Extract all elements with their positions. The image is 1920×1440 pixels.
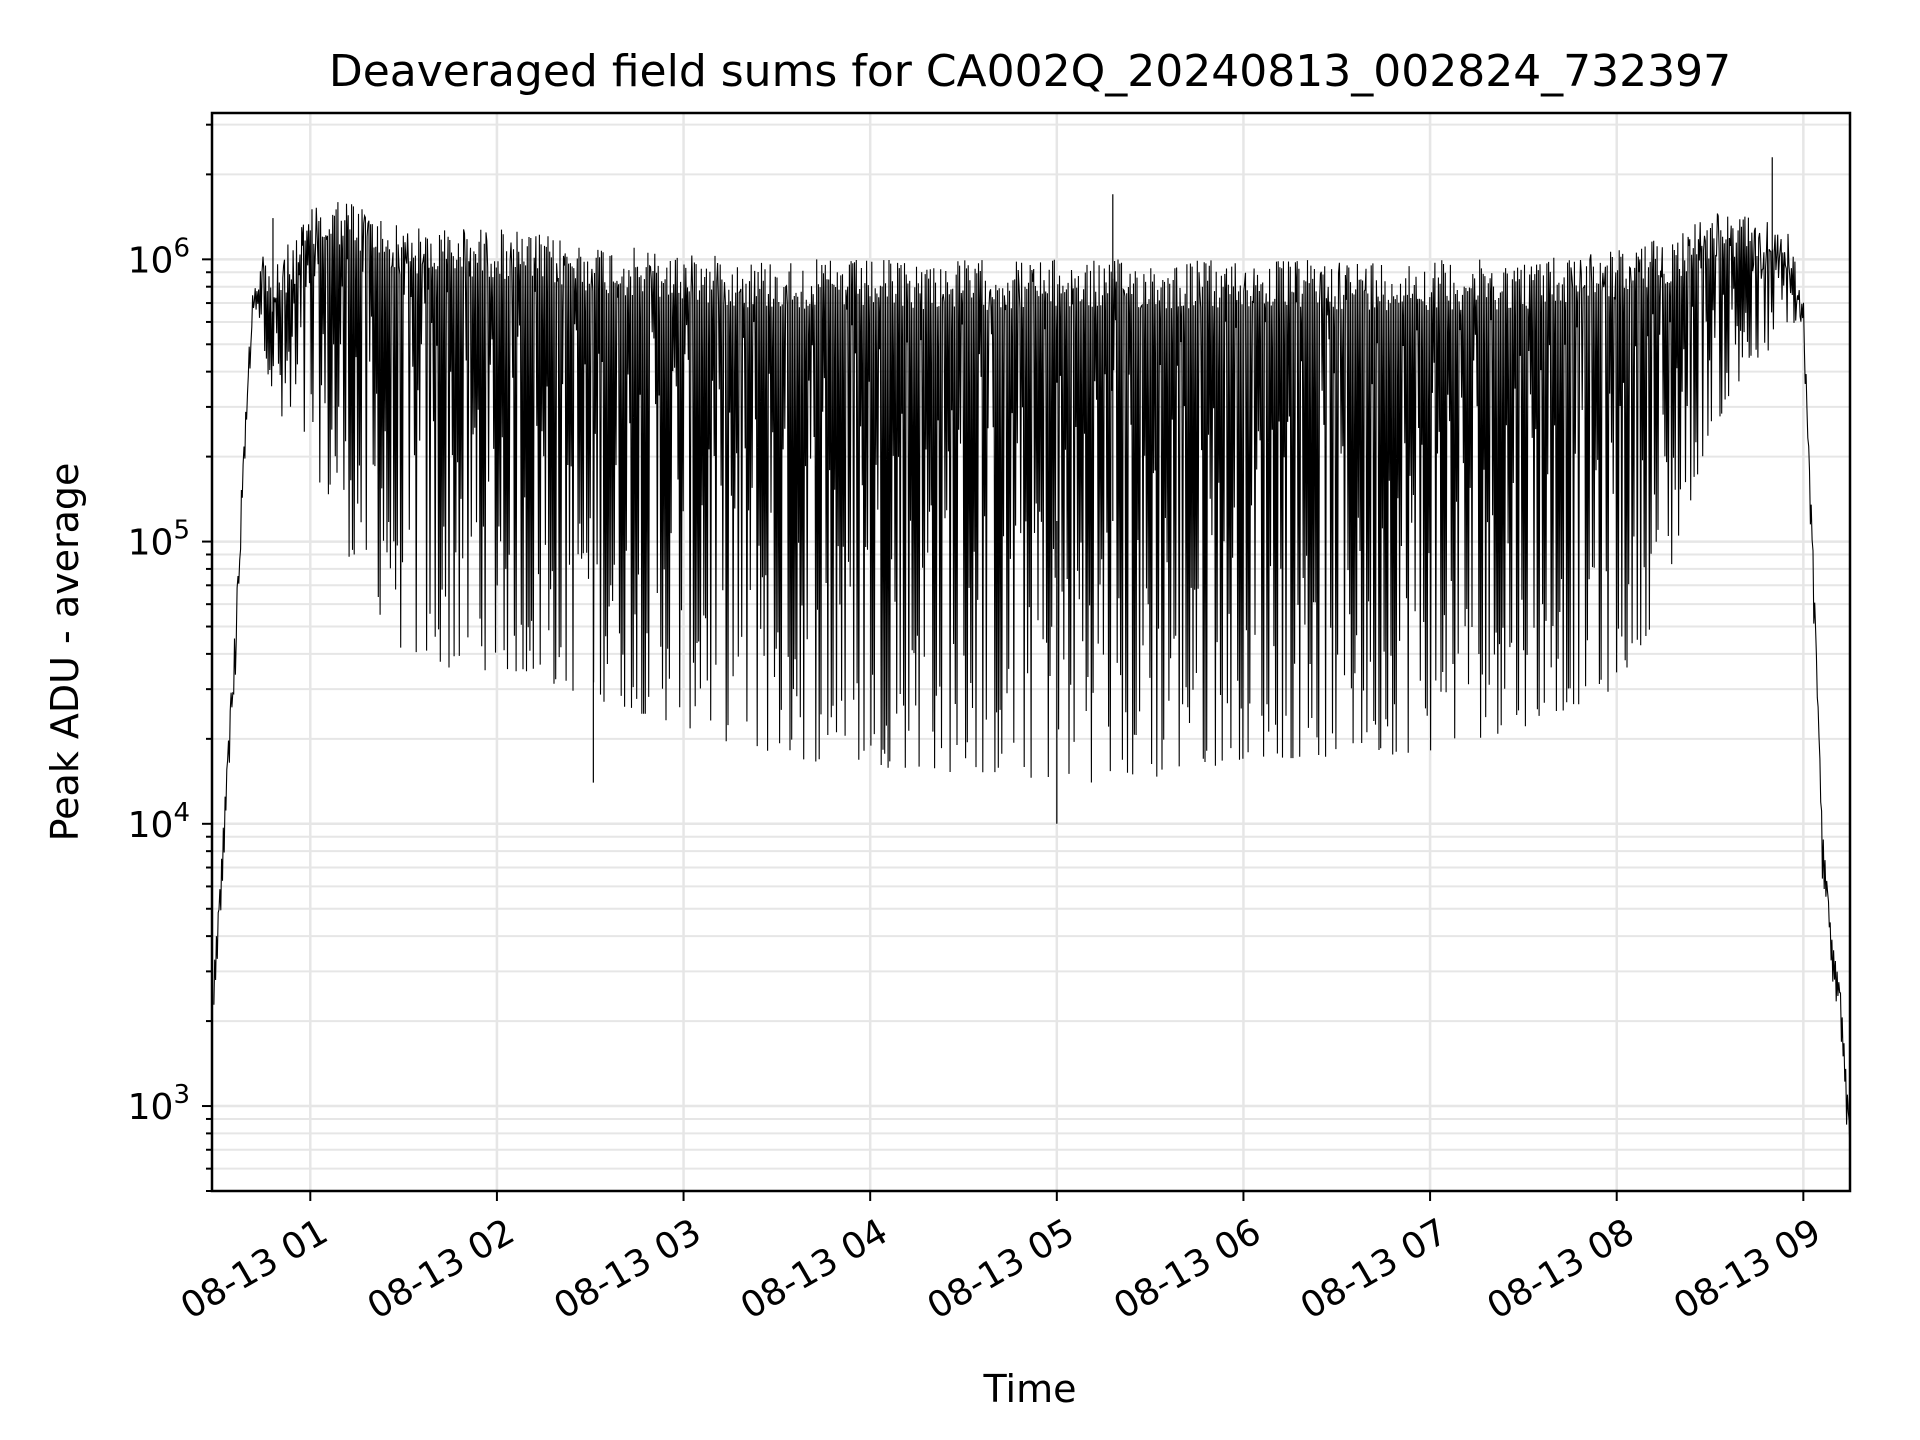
chart-title: Deaveraged field sums for CA002Q_2024081… — [329, 46, 1731, 97]
y-tick-label: 106 — [128, 233, 190, 281]
x-tick-label: 08-13 06 — [1107, 1211, 1268, 1327]
x-tick-label: 08-13 01 — [174, 1211, 335, 1327]
x-tick-label: 08-13 02 — [361, 1211, 522, 1327]
y-axis: 103 104 105 106 — [128, 123, 212, 1192]
plot-frame — [210, 111, 1852, 1193]
x-tick-label: 08-13 08 — [1481, 1211, 1642, 1327]
y-tick-label: 103 — [128, 1080, 190, 1128]
y-tick-label: 104 — [128, 798, 190, 846]
x-tick-label: 08-13 04 — [734, 1211, 895, 1327]
x-axis: 08-13 01 08-13 02 08-13 03 08-13 04 08-13 05… — [174, 1191, 1828, 1328]
y-axis-label: Peak ADU - average — [43, 463, 87, 842]
y-tick-label: 105 — [128, 516, 190, 564]
x-tick-label: 08-13 07 — [1294, 1211, 1455, 1327]
x-axis-label: Time — [983, 1367, 1077, 1411]
data-line — [213, 157, 1851, 1156]
x-tick-label: 08-13 09 — [1667, 1211, 1828, 1327]
x-tick-label: 08-13 05 — [921, 1211, 1082, 1327]
series-line — [213, 202, 1851, 1156]
x-tick-label: 08-13 03 — [547, 1211, 708, 1327]
